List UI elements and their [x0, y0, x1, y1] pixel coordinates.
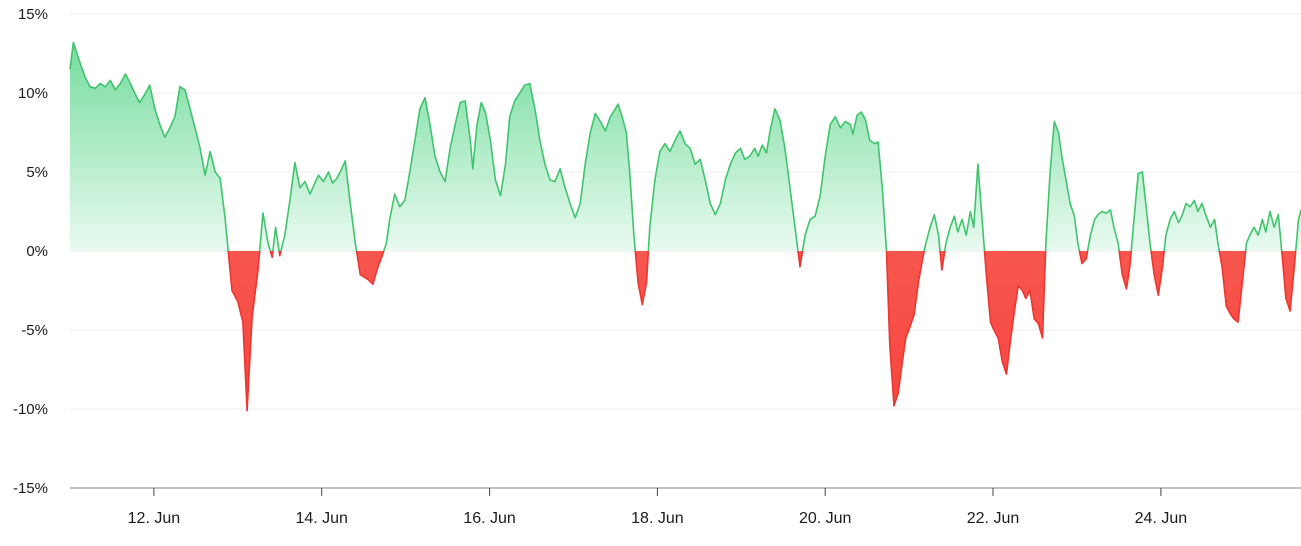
y-axis-label: -15% [13, 480, 48, 497]
x-axis-label: 18. Jun [631, 510, 683, 527]
y-axis-label: 10% [18, 85, 48, 102]
x-axis-label: 22. Jun [967, 510, 1019, 527]
area-negative [70, 251, 1301, 411]
y-axis-label: 0% [26, 243, 48, 260]
x-axis-label: 24. Jun [1135, 510, 1187, 527]
y-axis-label: -5% [21, 322, 48, 339]
x-axis-label: 14. Jun [295, 510, 347, 527]
line-negative [227, 251, 1297, 412]
area-positive [70, 42, 1301, 251]
x-axis-label: 12. Jun [128, 510, 180, 527]
y-axis-label: 5% [26, 164, 48, 181]
y-axis-label: -10% [13, 401, 48, 418]
y-axis-label: 15% [18, 6, 48, 23]
x-axis-label: 20. Jun [799, 510, 851, 527]
x-axis-label: 16. Jun [463, 510, 515, 527]
line-positive [69, 41, 1301, 251]
